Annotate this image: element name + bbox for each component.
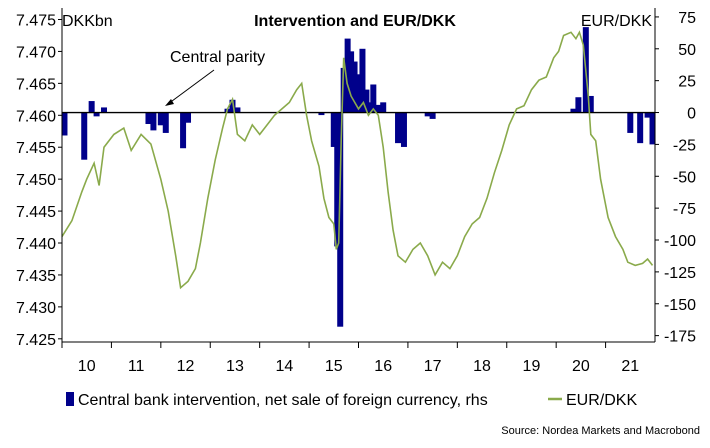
left-tick-label: 7.475 (16, 12, 56, 29)
x-tick-label: 13 (226, 358, 244, 375)
chart-title: Intervention and EUR/DKK (254, 13, 456, 30)
x-axis-ticks: 10 11 12 13 14 15 16 17 18 19 20 21 (61, 342, 639, 375)
intervention-bar (157, 112, 164, 126)
intervention-bar (180, 112, 187, 149)
right-tick-label: 75 (678, 10, 696, 27)
right-tick-label: -150 (664, 297, 696, 314)
left-tick-label: 7.455 (16, 140, 56, 157)
central-parity-annotation: Central parity (170, 49, 265, 66)
intervention-bar (234, 107, 241, 113)
x-tick-label: 14 (275, 358, 293, 375)
legend-line-label: EUR/DKK (566, 392, 637, 409)
left-tick-label: 7.430 (16, 300, 56, 317)
x-tick-label: 17 (424, 358, 442, 375)
source-note: Source: Nordea Markets and Macrobond (501, 425, 700, 437)
x-tick-label: 10 (78, 358, 96, 375)
left-tick-label: 7.450 (16, 172, 56, 189)
left-tick-label: 7.460 (16, 108, 56, 125)
intervention-bar (93, 112, 100, 117)
x-tick-label: 15 (325, 358, 343, 375)
intervention-bar (162, 112, 169, 133)
intervention-bar (337, 112, 344, 327)
legend-bar-label: Central bank intervention, net sale of f… (78, 392, 488, 409)
right-axis-ticks: 75 50 25 0 -25 -50 -75 -100 -125 -150 -175 (655, 10, 696, 346)
intervention-bar (370, 84, 377, 113)
annotation-arrow (167, 69, 215, 105)
intervention-bar (348, 51, 355, 113)
intervention-bar (400, 112, 407, 147)
intervention-bar (429, 112, 436, 119)
intervention-bar (318, 112, 325, 116)
intervention-bar (359, 48, 366, 113)
right-tick-label: -75 (673, 201, 696, 218)
intervention-bar (344, 38, 351, 113)
left-tick-label: 7.445 (16, 204, 56, 221)
right-tick-label: 50 (678, 42, 696, 59)
x-tick-label: 20 (572, 358, 590, 375)
intervention-bar (355, 74, 362, 113)
intervention-bar (340, 67, 347, 113)
left-tick-label: 7.470 (16, 44, 56, 61)
x-tick-label: 21 (621, 358, 639, 375)
left-tick-label: 7.465 (16, 76, 56, 93)
intervention-bar (81, 112, 88, 160)
eurdkk-series-line (61, 30, 654, 290)
right-tick-label: -175 (664, 329, 696, 346)
x-tick-label: 11 (128, 358, 145, 375)
intervention-bar (575, 97, 582, 113)
intervention-bar (366, 102, 373, 113)
x-tick-label: 19 (523, 358, 541, 375)
intervention-bar (229, 99, 236, 113)
intervention-bar (330, 112, 337, 147)
intervention-bar (395, 112, 402, 144)
x-tick-label: 18 (473, 358, 491, 375)
right-tick-label: 0 (687, 106, 696, 123)
intervention-bar (61, 112, 68, 136)
intervention-bar (145, 112, 152, 125)
left-axis-ticks: 7.475 7.470 7.465 7.460 7.455 7.450 7.445 7.440… (16, 12, 62, 349)
intervention-bar (150, 112, 157, 131)
intervention-bar (88, 101, 95, 113)
left-tick-label: 7.440 (16, 236, 56, 253)
intervention-bar (351, 61, 358, 113)
intervention-bar (185, 112, 192, 123)
right-tick-label: -25 (673, 137, 696, 154)
legend-bar-swatch (66, 392, 74, 406)
intervention-bars (61, 27, 656, 327)
right-tick-label: -125 (664, 265, 696, 282)
left-tick-label: 7.435 (16, 268, 56, 285)
left-axis-label: DKKbn (62, 13, 113, 30)
intervention-bar (570, 108, 577, 113)
x-tick-label: 12 (177, 358, 195, 375)
left-tick-label: 7.425 (16, 332, 56, 349)
intervention-bar (424, 112, 431, 117)
intervention-bar (649, 112, 656, 145)
intervention-bar (637, 112, 644, 144)
right-tick-label: -50 (673, 169, 696, 186)
right-tick-label: 25 (678, 74, 696, 91)
intervention-bar (644, 112, 651, 118)
x-tick-label: 16 (374, 358, 392, 375)
intervention-bar (101, 107, 108, 113)
intervention-bar (380, 102, 387, 113)
right-axis-label: EUR/DKK (581, 13, 652, 30)
intervention-bar (363, 89, 370, 113)
right-tick-label: -100 (664, 233, 696, 250)
intervention-bar (375, 104, 382, 113)
intervention-bar (627, 112, 634, 133)
annotation-arrowhead (165, 99, 174, 106)
intervention-bar (587, 95, 594, 113)
